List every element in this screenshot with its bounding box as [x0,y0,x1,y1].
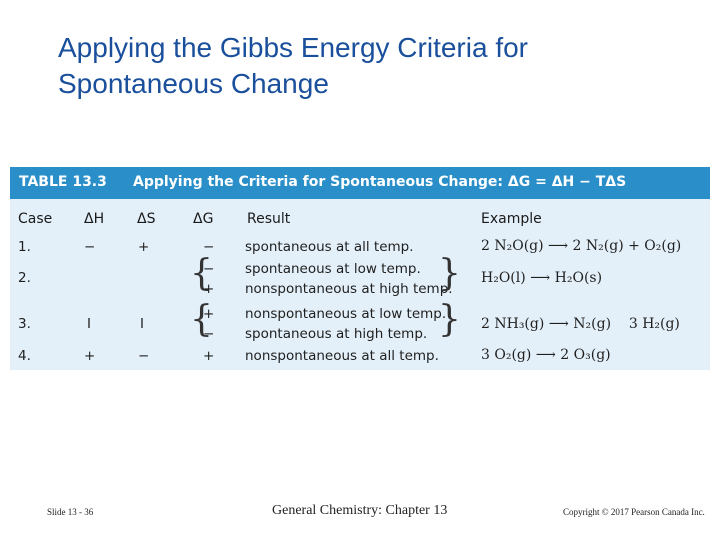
row-4-delta-s: − [138,348,150,364]
row-3-left-brace: { [190,299,213,340]
column-header-delta-s: ΔS [137,211,156,227]
row-2-delta-g-low: − [203,261,215,277]
row-2-result-high: nonspontaneous at high temp. [245,281,453,297]
slide-title: Applying the Gibbs Energy Criteria for S… [58,32,528,99]
row-4-case: 4. [18,348,31,364]
row-3-delta-g-low: + [203,306,215,322]
row-2-example: H₂O(l) ⟶ H₂O(s) [481,270,603,286]
row-1-result: spontaneous at all temp. [245,239,414,255]
column-header-result: Result [247,211,291,227]
table-caption: Applying the Criteria for Spontaneous Ch… [133,174,627,190]
row-3-delta-h: I [87,316,91,332]
row-3-result-low: nonspontaneous at low temp. [245,306,447,322]
row-3-example: 2 NH₃(g) ⟶ N₂(g) 3 H₂(g) [481,316,680,332]
row-2-right-brace: } [438,253,461,294]
column-header-delta-h: ΔH [84,211,105,227]
row-4-delta-h: + [84,348,96,364]
copyright-notice: Copyright © 2017 Pearson Canada Inc. [563,507,705,517]
row-3-right-brace: } [438,299,461,340]
row-4-result: nonspontaneous at all temp. [245,348,439,364]
row-4-delta-g: + [203,348,215,364]
row-2-case: 2. [18,270,31,286]
row-3-delta-g-high: − [203,326,215,342]
row-1-delta-s: + [138,239,150,255]
column-header-example: Example [481,211,542,227]
table-number: TABLE 13.3 [19,174,107,190]
row-2-delta-g-high: + [203,281,215,297]
row-2-result-low: spontaneous at low temp. [245,261,421,277]
gibbs-criteria-table: TABLE 13.3 Applying the Criteria for Spo… [10,167,710,370]
row-1-example: 2 N₂O(g) ⟶ 2 N₂(g) + O₂(g) [481,238,682,254]
row-3-case: 3. [18,316,31,332]
course-label: General Chemistry: Chapter 13 [272,503,448,518]
row-4-example: 3 O₂(g) ⟶ 2 O₃(g) [481,347,611,363]
row-1-delta-h: − [84,239,96,255]
slide-number: Slide 13 - 36 [47,507,94,517]
row-3-delta-s: I [140,316,144,332]
table-header-bar: TABLE 13.3 Applying the Criteria for Spo… [10,167,710,199]
row-1-delta-g: − [203,239,215,255]
column-header-delta-g: ΔG [193,211,214,227]
row-1-case: 1. [18,239,31,255]
column-header-case: Case [18,211,53,227]
row-3-result-high: spontaneous at high temp. [245,326,428,342]
row-2-left-brace: { [190,253,213,294]
